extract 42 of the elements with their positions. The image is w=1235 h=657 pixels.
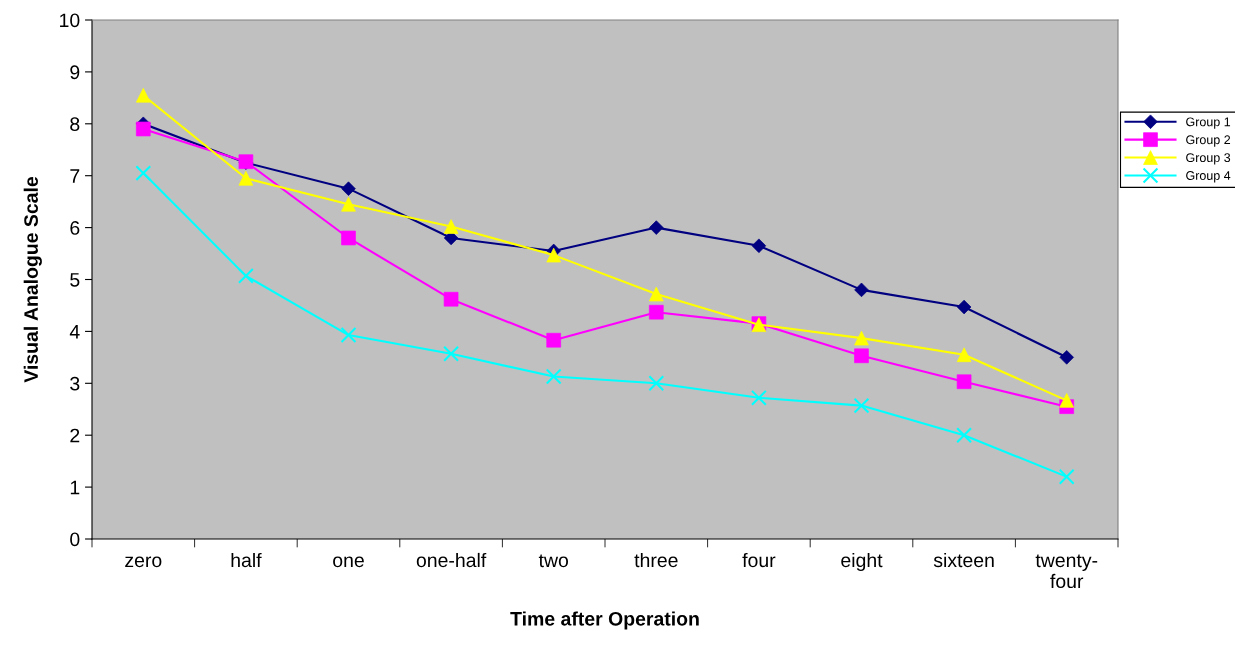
point [956, 427, 973, 444]
x-tick-label: zero [125, 556, 162, 568]
point [443, 345, 460, 362]
point [1058, 468, 1075, 485]
point [237, 267, 254, 284]
point [340, 327, 357, 344]
point [135, 165, 152, 182]
x-tick-label: one [333, 556, 364, 568]
point [545, 368, 562, 385]
y-tick-label: 6 [70, 221, 80, 235]
y-tick-label: 9 [70, 65, 80, 80]
point [750, 389, 767, 406]
point [136, 121, 151, 137]
x-tick-label: four [742, 552, 776, 568]
point [341, 181, 356, 196]
y-tick-label: 3 [70, 376, 80, 391]
y-tick-label: 1 [70, 480, 80, 495]
x-tick-label: sixteen [933, 552, 994, 568]
y-tick-label: 5 [70, 273, 80, 287]
x-tick-label: two [538, 554, 569, 568]
point [648, 375, 665, 392]
y-tick-label: 7 [70, 169, 80, 183]
legend-label: Group 2 [1186, 135, 1231, 147]
x-axis-title: Time after Operation [510, 611, 699, 630]
point [443, 219, 459, 234]
x-tick-label: one-half [416, 552, 487, 568]
y-tick-label: 0 [70, 532, 80, 547]
point [956, 374, 972, 390]
x-tick-label: eight [841, 552, 883, 572]
legend-label: Group 1 [1186, 117, 1231, 129]
y-tick-label: 8 [70, 117, 80, 132]
point [853, 397, 870, 414]
y-tick-label: 4 [69, 325, 80, 339]
y-tick-label: 2 [70, 428, 80, 443]
x-tick-label: half [231, 552, 262, 568]
y-tick-label: 10 [60, 13, 80, 28]
legend-label: Group 3 [1186, 153, 1231, 165]
legend-label: Group 4 [1186, 171, 1231, 183]
x-tick-label: twenty- four [1035, 554, 1098, 589]
point [443, 291, 459, 307]
y-axis-title: Visual Analogue Scale [23, 176, 42, 383]
x-tick-label: three [634, 552, 678, 568]
